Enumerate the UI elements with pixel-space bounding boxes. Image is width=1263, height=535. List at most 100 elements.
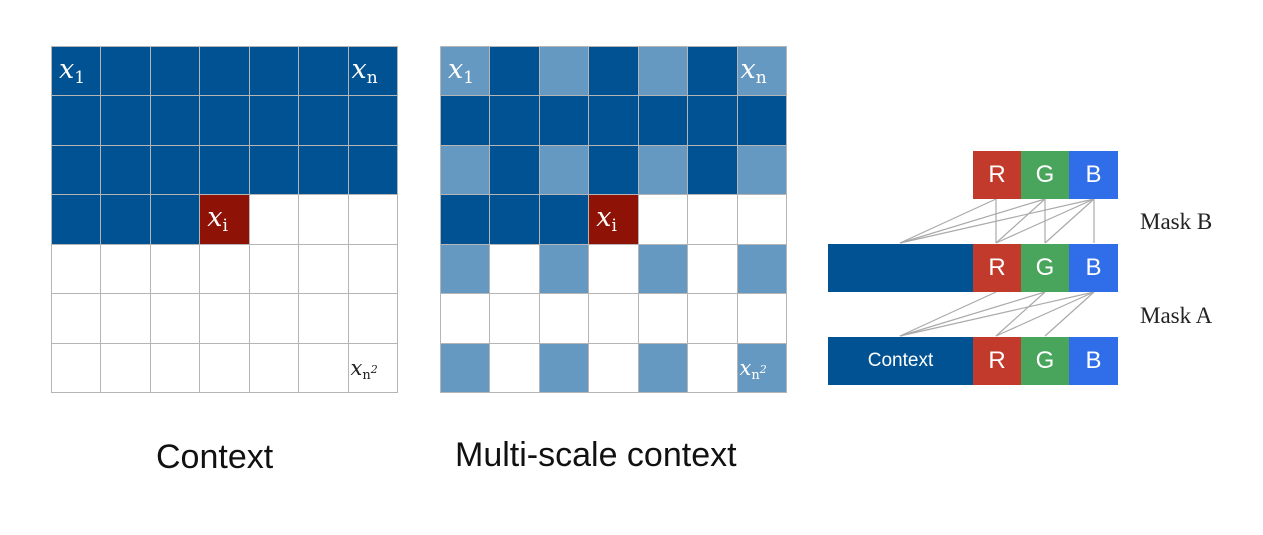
xi-label: xi xyxy=(596,202,617,237)
context-grid-cell xyxy=(52,294,102,344)
multi-scale-grid-cell xyxy=(539,294,590,344)
mask-a-link xyxy=(995,291,1095,337)
context-grid-cell xyxy=(150,145,201,196)
context-grid-cell: xi xyxy=(200,195,250,245)
multi-scale-grid-cell xyxy=(490,195,540,245)
mask-a-link xyxy=(995,291,1046,337)
multi-scale-grid-cell xyxy=(638,294,689,344)
multi-scale-grid-cell xyxy=(638,47,689,97)
context-grid-cell xyxy=(150,294,201,344)
x1-label: x1 xyxy=(448,54,475,88)
middle-context-bar xyxy=(828,244,973,292)
multi-scale-grid-cell xyxy=(688,244,738,295)
middle-b-box: B xyxy=(1069,244,1118,292)
context-grid-cell xyxy=(52,244,102,295)
multi-scale-grid-cell xyxy=(638,96,689,146)
multi-scale-grid-cell xyxy=(589,47,639,97)
context-grid-cell xyxy=(101,96,151,146)
multi-scale-grid-cell xyxy=(589,145,639,196)
context-grid-cell xyxy=(299,145,349,196)
context-grid-cell xyxy=(249,47,300,97)
context-grid-cell xyxy=(150,195,201,245)
context-grid-cell xyxy=(52,195,102,245)
context-grid: x1 xn xi xn2 xyxy=(51,46,398,393)
context-grid-cell xyxy=(101,244,151,295)
context-grid-cell xyxy=(200,244,250,295)
context-grid-cell xyxy=(200,96,250,146)
multi-scale-grid-cell xyxy=(490,47,540,97)
context-grid-cell xyxy=(348,195,398,245)
multi-scale-grid-cell xyxy=(638,195,689,245)
context-grid-cell xyxy=(150,244,201,295)
multi-scale-grid-cell xyxy=(589,96,639,146)
multi-scale-grid-cell xyxy=(589,294,639,344)
multi-scale-grid-cell xyxy=(441,195,491,245)
context-grid-cell xyxy=(200,343,250,393)
multi-scale-grid-cell xyxy=(688,195,738,245)
multi-scale-grid-cell xyxy=(589,343,639,393)
context-grid-cell xyxy=(299,294,349,344)
context-grid-cell xyxy=(101,47,151,97)
context-grid-cell: x1 xyxy=(52,47,102,97)
context-grid-cell xyxy=(299,244,349,295)
context-grid-cell xyxy=(200,294,250,344)
multi-scale-grid-cell xyxy=(539,195,590,245)
multi-scale-grid-cell xyxy=(490,343,540,393)
multi-scale-grid-cell xyxy=(539,47,590,97)
multi-scale-grid-cell xyxy=(688,294,738,344)
top-g-box: G xyxy=(1021,151,1069,199)
mask-a-link xyxy=(899,291,1046,337)
multi-scale-grid-cell xyxy=(539,145,590,196)
multi-scale-grid-cell xyxy=(539,96,590,146)
bottom-b-box: B xyxy=(1069,337,1118,385)
context-grid-cell xyxy=(249,294,300,344)
multi-scale-grid-cell xyxy=(490,244,540,295)
multi-scale-grid-cell xyxy=(737,244,787,295)
context-grid-cell xyxy=(200,145,250,196)
mask-b-link xyxy=(1044,198,1095,244)
multi-scale-grid-cell: xn2 xyxy=(737,343,787,393)
multi-scale-grid-cell: xn xyxy=(737,47,787,97)
context-grid-cell xyxy=(249,195,300,245)
context-grid-cell xyxy=(299,96,349,146)
context-grid-cell xyxy=(101,343,151,393)
context-grid-cell xyxy=(101,294,151,344)
context-grid-cell: xn xyxy=(348,47,398,97)
multi-scale-grid-cell xyxy=(688,96,738,146)
context-grid-cell xyxy=(150,96,201,146)
multi-scale-grid-cell xyxy=(490,96,540,146)
xi-label: xi xyxy=(207,202,228,237)
context-grid-cell xyxy=(348,244,398,295)
mask-b-link xyxy=(995,198,1095,244)
xn2-label: xn2 xyxy=(739,355,767,383)
multi-scale-grid-cell xyxy=(539,244,590,295)
context-grid-cell xyxy=(200,47,250,97)
multi-scale-grid-cell: x1 xyxy=(441,47,491,97)
xn-label: xn xyxy=(740,54,767,88)
context-grid-cell xyxy=(299,47,349,97)
multi-scale-grid-cell xyxy=(737,145,787,196)
multi-scale-grid-cell xyxy=(589,244,639,295)
context-grid-cell xyxy=(299,195,349,245)
multi-scale-context-grid: x1 xn xi xn2 xyxy=(440,46,787,393)
middle-g-box: G xyxy=(1021,244,1069,292)
multi-scale-grid-cell xyxy=(441,343,491,393)
top-r-box: R xyxy=(973,151,1021,199)
context-grid-cell xyxy=(348,96,398,146)
multi-scale-grid-cell xyxy=(441,96,491,146)
multi-scale-grid-cell xyxy=(737,195,787,245)
multi-scale-grid-cell xyxy=(737,294,787,344)
context-grid-cell xyxy=(101,145,151,196)
multi-scale-context-caption: Multi-scale context xyxy=(455,436,737,474)
multi-scale-grid-cell: xi xyxy=(589,195,639,245)
mask-a-link xyxy=(899,291,997,337)
multi-scale-grid-cell xyxy=(638,145,689,196)
multi-scale-grid-cell xyxy=(539,343,590,393)
context-grid-cell xyxy=(52,343,102,393)
context-grid-cell xyxy=(249,343,300,393)
mask-b-label: Mask B xyxy=(1140,209,1213,234)
context-grid-cell xyxy=(150,47,201,97)
bottom-g-box: G xyxy=(1021,337,1069,385)
multi-scale-grid-cell xyxy=(441,294,491,344)
context-grid-cell xyxy=(348,294,398,344)
